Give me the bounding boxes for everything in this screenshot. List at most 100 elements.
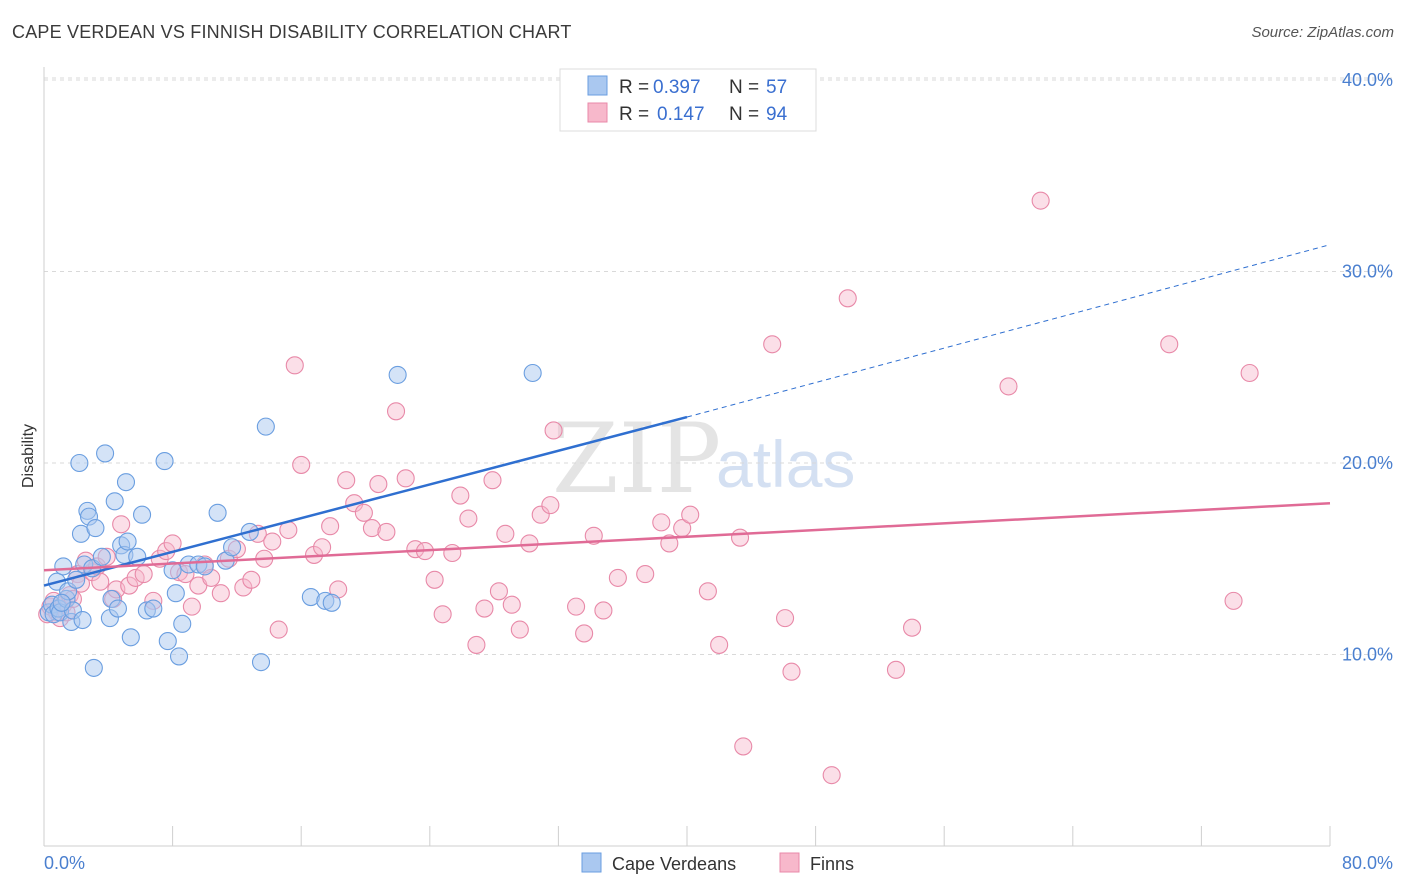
cape-verdean-point xyxy=(86,519,105,538)
finn-point xyxy=(292,455,311,474)
finn-point xyxy=(698,582,717,601)
finn-point xyxy=(112,515,131,534)
cape-verdean-point xyxy=(523,363,542,383)
cape-verdeans-trend-line xyxy=(43,415,688,587)
finn-point xyxy=(1031,191,1050,210)
finn-point xyxy=(396,469,415,488)
finn-point xyxy=(999,377,1018,396)
cape-verdean-point xyxy=(52,593,71,612)
cape-verdean-point xyxy=(70,453,89,473)
gridlines xyxy=(44,77,1392,655)
legend-swatch-pink xyxy=(587,102,608,123)
y-tick-label: 20.0% xyxy=(1342,453,1393,473)
y-axis-title: Disability xyxy=(20,424,37,488)
finn-point xyxy=(182,597,201,616)
finn-point xyxy=(134,565,153,584)
finn-point xyxy=(608,568,627,587)
cape-verdean-point xyxy=(96,444,115,463)
finn-point xyxy=(776,609,795,628)
cape-verdean-point xyxy=(166,584,185,603)
cape-verdean-point xyxy=(121,628,140,647)
y-tick-label: 30.0% xyxy=(1342,262,1393,282)
finns-trend-line xyxy=(43,501,1331,572)
finn-point xyxy=(822,766,841,785)
finn-point xyxy=(443,543,462,563)
finn-point xyxy=(263,532,282,551)
finn-point xyxy=(681,505,700,524)
finn-point xyxy=(594,601,613,620)
cape-verdean-point xyxy=(108,599,127,618)
cape-verdean-point xyxy=(92,547,111,566)
finn-point xyxy=(1240,363,1259,383)
finn-point xyxy=(475,599,494,618)
cape-verdean-point xyxy=(322,593,341,612)
finn-point xyxy=(710,635,729,654)
finn-point xyxy=(337,471,356,490)
finn-point xyxy=(838,289,857,308)
cape-verdean-point xyxy=(256,417,275,436)
finn-point xyxy=(313,538,332,557)
finn-point xyxy=(285,356,304,375)
legend-r-value-2: 0.147 xyxy=(657,104,705,125)
y-tick-labels: 10.0% 20.0% 30.0% 40.0% xyxy=(1342,70,1393,665)
cape-verdean-point xyxy=(158,632,177,651)
cape-verdean-point xyxy=(105,492,124,511)
finn-point xyxy=(362,519,381,538)
legend-n-label-2: N = xyxy=(729,104,759,125)
finn-point xyxy=(782,662,801,681)
watermark: ZIP atlas xyxy=(552,403,855,515)
y-tick-label: 40.0% xyxy=(1342,70,1393,90)
legend-r-label-2: R = xyxy=(619,104,649,125)
finn-point xyxy=(483,471,502,490)
chart-title: CAPE VERDEAN VS FINNISH DISABILITY CORRE… xyxy=(12,22,572,42)
finn-point xyxy=(660,534,679,553)
finn-point xyxy=(510,620,529,639)
finn-point xyxy=(386,402,406,421)
x-tick-label: 80.0% xyxy=(1342,853,1393,873)
finn-point xyxy=(425,570,444,589)
y-tick-label: 10.0% xyxy=(1342,645,1393,665)
finn-point xyxy=(467,635,486,654)
cape-verdean-point xyxy=(388,365,407,384)
cape-verdean-point xyxy=(118,532,137,551)
cape-verdeans-trend-extension xyxy=(686,244,1331,418)
finn-point xyxy=(575,624,594,643)
watermark-zip: ZIP xyxy=(552,403,721,515)
cape-verdean-point xyxy=(163,561,182,580)
finns-points xyxy=(38,191,1259,785)
finn-point xyxy=(544,421,563,440)
trend-lines xyxy=(43,244,1331,587)
finn-point xyxy=(636,565,655,584)
finn-point xyxy=(369,475,388,494)
finn-point xyxy=(211,584,230,603)
finn-point xyxy=(541,496,560,515)
finn-point xyxy=(354,503,373,522)
finn-point xyxy=(433,605,452,624)
cape-verdean-point xyxy=(133,505,152,524)
finn-point xyxy=(886,660,906,679)
cape-verdean-point xyxy=(173,614,192,633)
x-tick-label: 0.0% xyxy=(44,853,85,873)
bottom-legend-label-finns: Finns xyxy=(810,854,854,874)
finn-point xyxy=(730,528,750,547)
finn-point xyxy=(120,576,139,595)
x-tick-marks xyxy=(43,826,1331,846)
finn-point xyxy=(91,572,110,591)
legend-n-value-2: 94 xyxy=(766,104,788,125)
bottom-legend-swatch-blue xyxy=(581,852,602,873)
finn-point xyxy=(734,737,753,756)
finn-point xyxy=(489,582,508,601)
legend-r-label-1: R = xyxy=(619,77,649,98)
finn-point xyxy=(502,595,521,614)
legend-top: R = 0.397 N = 57 R = 0.147 N = 94 xyxy=(559,68,817,132)
legend-bottom: Cape Verdeans Finns xyxy=(581,852,854,874)
cape-verdean-point xyxy=(208,503,227,522)
bottom-legend-swatch-pink xyxy=(779,852,800,873)
finn-point xyxy=(1224,591,1243,610)
bottom-legend-label-cape-verdeans: Cape Verdeans xyxy=(612,854,736,874)
legend-n-value-1: 57 xyxy=(766,77,787,98)
cape-verdean-point xyxy=(223,538,242,557)
finn-point xyxy=(902,618,922,637)
finn-point xyxy=(269,620,288,639)
